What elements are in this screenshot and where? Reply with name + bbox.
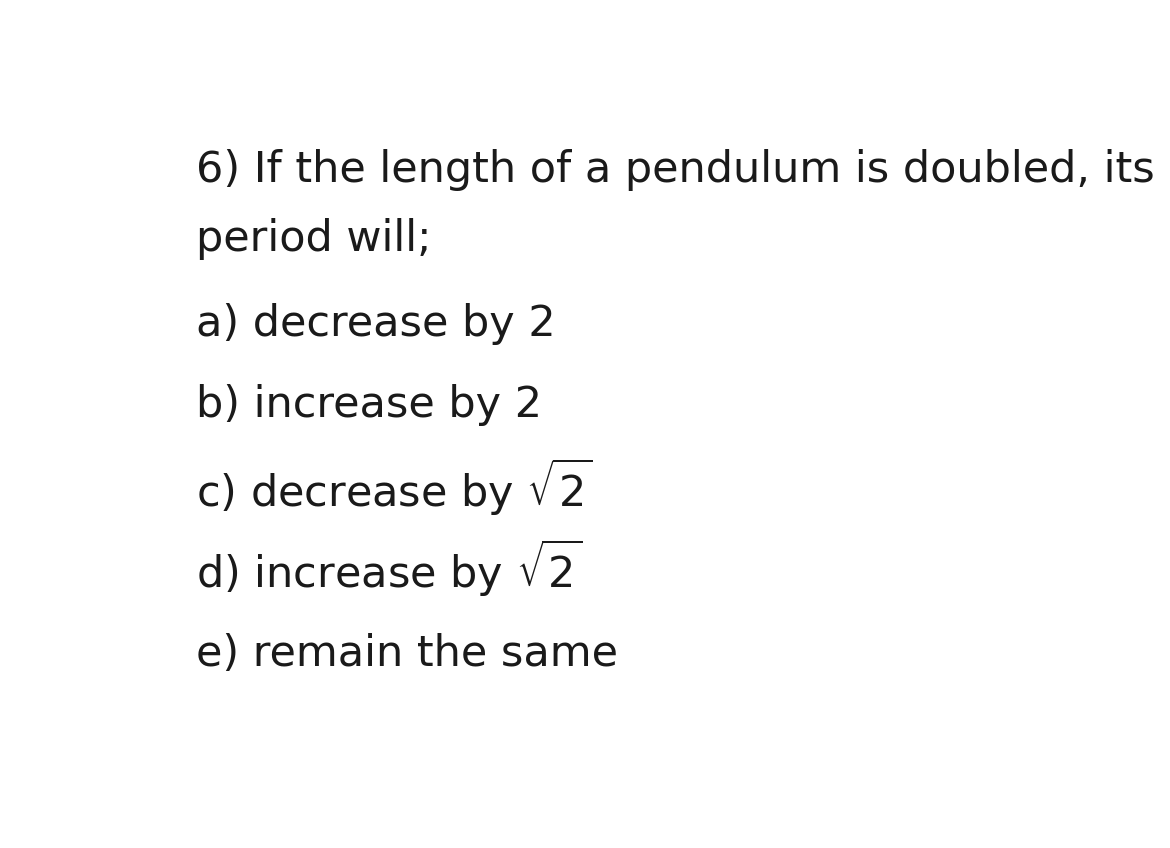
Text: b) increase by 2: b) increase by 2 [197,384,542,427]
Text: e) remain the same: e) remain the same [197,633,618,674]
Text: d) increase by $\sqrt{2}$: d) increase by $\sqrt{2}$ [197,538,583,600]
Text: a) decrease by 2: a) decrease by 2 [197,303,556,345]
Text: period will;: period will; [197,218,432,259]
Text: c) decrease by $\sqrt{2}$: c) decrease by $\sqrt{2}$ [197,456,593,518]
Text: 6) If the length of a pendulum is doubled, its: 6) If the length of a pendulum is double… [197,149,1155,192]
